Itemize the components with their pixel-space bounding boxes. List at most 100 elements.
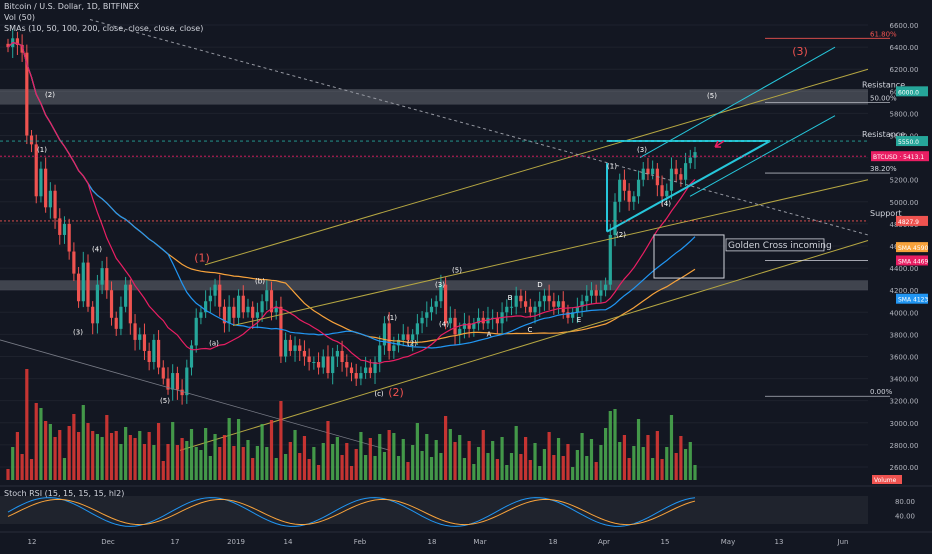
stoch-band xyxy=(0,496,868,524)
wave-label: A xyxy=(487,331,492,339)
volume-bar xyxy=(180,438,184,480)
volume-bar xyxy=(199,450,203,480)
candle-body xyxy=(255,312,259,318)
volume-bar xyxy=(279,401,283,480)
volume-bar xyxy=(359,432,363,480)
volume-bar xyxy=(147,432,151,480)
volume-bar xyxy=(48,424,52,480)
price-axis-label: SMA 4123 xyxy=(898,297,928,304)
volume-bar xyxy=(236,419,241,480)
time-tick-label: May xyxy=(721,538,735,546)
volume-bars xyxy=(6,369,697,480)
wave-label: (5) xyxy=(160,397,170,405)
golden-cross-label: Golden Cross incoming xyxy=(728,241,832,251)
candle-body xyxy=(378,345,382,362)
volume-bar xyxy=(232,446,236,480)
volume-bar xyxy=(509,453,514,480)
volume-bar xyxy=(453,442,457,480)
candle-body xyxy=(599,290,603,296)
volume-bar xyxy=(58,430,62,480)
volume-bar xyxy=(439,453,443,480)
channel-lower-line xyxy=(179,239,869,451)
price-tick-label: 4000.00 xyxy=(890,309,919,317)
candle-body xyxy=(688,157,692,164)
candle-body xyxy=(561,301,565,313)
price-tick-label: 2800.00 xyxy=(890,442,919,450)
time-tick-label: Jun xyxy=(837,538,849,546)
volume-bar xyxy=(382,452,387,480)
price-tick-label: 5200.00 xyxy=(890,177,919,185)
candle-body xyxy=(91,306,95,324)
candle-body xyxy=(227,306,231,324)
price-axis-label: SMA 4469 xyxy=(898,258,928,265)
candle-body xyxy=(194,317,198,346)
volume-bar xyxy=(655,431,659,480)
candle-body xyxy=(15,38,20,45)
candle-body xyxy=(453,317,457,335)
candle-body xyxy=(166,378,170,390)
candle-body xyxy=(349,367,354,374)
price-axis-label-bg xyxy=(896,86,928,97)
price-tick-label: 3400.00 xyxy=(890,376,919,384)
volume-bar xyxy=(448,429,452,480)
candle-body xyxy=(222,306,227,324)
candle-body xyxy=(364,367,368,374)
candle-body xyxy=(185,367,189,396)
volume-bar xyxy=(575,450,579,480)
volume-bar xyxy=(326,421,330,480)
price-tick-label: 2600.00 xyxy=(890,464,919,472)
volume-bar xyxy=(175,445,179,480)
candle-body xyxy=(528,306,532,313)
volume-bar xyxy=(364,455,368,480)
candle-body xyxy=(161,367,165,379)
candle-body xyxy=(204,301,208,313)
volume-bar xyxy=(142,444,147,480)
candle-body xyxy=(613,201,617,235)
symbol-title: Bitcoin / U.S. Dollar, 1D, BITFINEX xyxy=(4,2,140,11)
price-axis-label-bg xyxy=(896,255,928,266)
price-axis-label-bg xyxy=(871,151,929,162)
major-wave-label: (1) xyxy=(194,251,210,264)
candle-body xyxy=(566,312,570,318)
time-tick-label: 13 xyxy=(775,538,784,546)
wave-label: D xyxy=(537,281,542,289)
candle-body xyxy=(269,290,274,313)
price-tick-label: 3200.00 xyxy=(890,398,919,406)
wave-label: E xyxy=(577,316,581,324)
candle-body xyxy=(29,135,34,145)
volume-bar xyxy=(105,415,109,480)
candle-body xyxy=(444,284,448,324)
resistance-label-top: Resistance xyxy=(862,80,905,89)
volume-bar xyxy=(53,437,57,480)
candle-body xyxy=(152,339,156,362)
volume-bar xyxy=(491,441,495,480)
volume-bar xyxy=(420,451,424,480)
volume-bar xyxy=(302,436,307,480)
candle-body xyxy=(20,44,24,53)
volume-bar xyxy=(495,459,499,480)
candle-body xyxy=(519,295,523,302)
price-tick-label: 6400.00 xyxy=(890,44,919,52)
candle-body xyxy=(368,367,372,374)
candle-body xyxy=(476,317,481,324)
stoch-d-line xyxy=(7,498,696,526)
volume-bar xyxy=(651,458,655,480)
time-tick-label: Apr xyxy=(598,538,610,546)
volume-bar xyxy=(429,457,434,480)
candle-body xyxy=(213,284,217,296)
volume-bar xyxy=(316,465,321,480)
candle-body xyxy=(594,290,598,296)
golden-cross-box xyxy=(653,234,725,279)
volume-bar xyxy=(128,435,132,480)
volume-bar xyxy=(204,428,208,480)
time-tick-label: Mar xyxy=(473,538,486,546)
volume-bar xyxy=(519,454,523,480)
volume-bar xyxy=(307,459,311,480)
wave-label: B xyxy=(508,294,513,302)
volume-bar xyxy=(25,369,29,480)
candle-body xyxy=(246,306,250,313)
volume-bar xyxy=(246,440,250,480)
candle-body xyxy=(401,334,405,340)
